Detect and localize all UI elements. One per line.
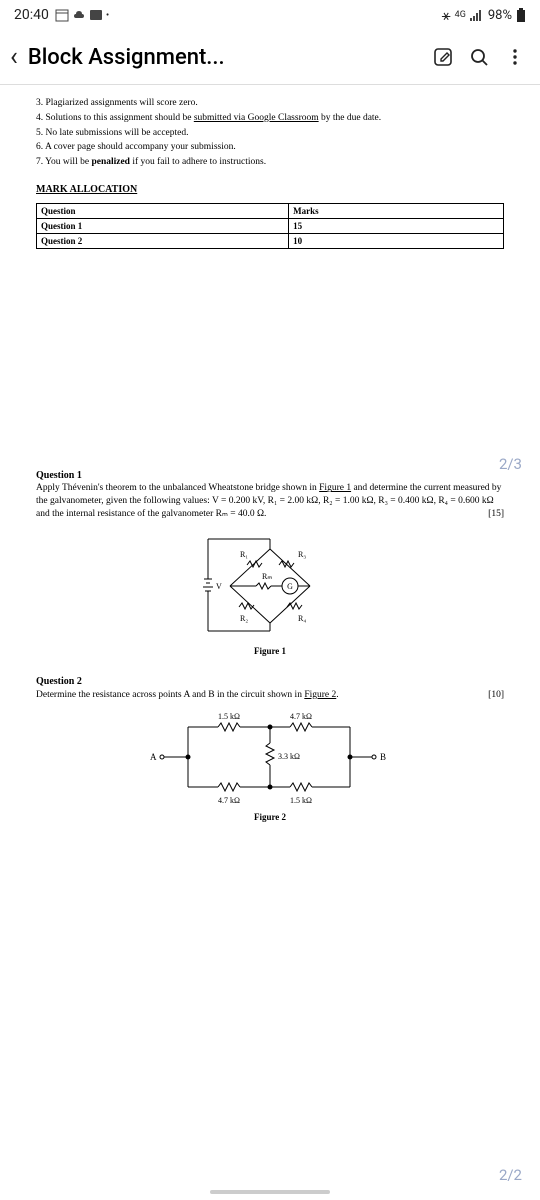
mark-table: Question Marks Question 1 15 Question 2 … (36, 203, 504, 249)
edit-icon[interactable] (432, 46, 458, 68)
instruction-list: 3. Plagiarized assignments will score ze… (36, 97, 504, 169)
network-label: 4G (455, 10, 466, 20)
status-right: ⚹ 4G 98% (442, 6, 526, 24)
status-left: 20:40 • (14, 7, 109, 23)
svg-text:R₃: R₃ (298, 550, 306, 559)
g-label: G (287, 582, 293, 591)
svg-text:4.7 kΩ: 4.7 kΩ (218, 796, 240, 805)
instr-text: 4. Solutions to this assignment should b… (36, 113, 194, 123)
table-cell: 10 (289, 233, 504, 248)
battery-icon (516, 8, 526, 22)
calendar-icon (55, 8, 69, 22)
q1-body: Apply Thévenin's theorem to the unbalanc… (36, 482, 504, 520)
document-content: 3. Plagiarized assignments will score ze… (0, 85, 540, 824)
svg-text:3.3 kΩ: 3.3 kΩ (278, 752, 300, 761)
instr-text: 6. A cover page should accompany your su… (36, 142, 236, 152)
page-title: Block Assignment... (28, 45, 422, 70)
list-item: 3. Plagiarized assignments will score ze… (36, 97, 504, 110)
svg-text:B: B (380, 752, 386, 762)
home-indicator[interactable] (210, 1190, 330, 1194)
table-cell: Question 2 (37, 233, 289, 248)
status-time: 20:40 (14, 7, 49, 23)
search-icon[interactable] (468, 46, 494, 68)
svg-text:A: A (150, 752, 157, 762)
q2-body: Determine the resistance across points A… (36, 689, 504, 702)
table-row: Question Marks (37, 203, 504, 218)
q2-marks: [10] (488, 689, 504, 702)
image-icon (89, 8, 103, 22)
q2-text: Determine the resistance across points A… (36, 690, 304, 700)
svg-text:V: V (216, 582, 222, 591)
instr-bold: penalized (91, 157, 130, 167)
fig2-caption: Figure 2 (36, 811, 504, 823)
table-cell: 15 (289, 218, 504, 233)
table-header: Question (37, 203, 289, 218)
app-bar: ‹ Block Assignment... (0, 30, 540, 84)
question-1: Question 1 Apply Thévenin's theorem to t… (36, 469, 504, 657)
dot-icon: • (106, 10, 109, 21)
q2-title: Question 2 (36, 675, 504, 689)
list-item: 7. You will be penalized if you fail to … (36, 156, 504, 169)
q2-text: . (336, 690, 338, 700)
svg-text:R₂: R₂ (240, 614, 248, 623)
table-header: Marks (289, 203, 504, 218)
signal-icon (470, 9, 484, 21)
q2-figref: Figure 2 (304, 690, 336, 700)
table-row: Question 2 10 (37, 233, 504, 248)
svg-text:R₁: R₁ (240, 550, 248, 559)
more-icon[interactable] (504, 46, 530, 68)
instr-text: by the due date. (319, 113, 382, 123)
status-bar: 20:40 • ⚹ 4G 98% (0, 0, 540, 30)
instr-text: 7. You will be (36, 157, 91, 167)
mark-allocation-title: MARK ALLOCATION (36, 183, 504, 197)
instr-text: if you fail to adhere to instructions. (130, 157, 266, 167)
q1-marks: [15] (488, 508, 504, 521)
list-item: 6. A cover page should accompany your su… (36, 141, 504, 154)
svg-text:1.5 kΩ: 1.5 kΩ (218, 712, 240, 721)
battery-label: 98% (488, 8, 512, 23)
page-indicator-bottom: 2/2 (499, 1166, 522, 1184)
instr-text: 5. No late submissions will be accepted. (36, 128, 189, 138)
figure-2: A (140, 707, 400, 807)
list-item: 4. Solutions to this assignment should b… (36, 112, 504, 125)
status-left-icons: • (55, 8, 109, 22)
instr-text: 3. Plagiarized assignments will score ze… (36, 98, 198, 108)
question-2: Question 2 Determine the resistance acro… (36, 675, 504, 823)
table-cell: Question 1 (37, 218, 289, 233)
instr-underline: submitted via Google Classroom (194, 113, 319, 123)
q1-figref: Figure 1 (319, 483, 351, 493)
page-indicator: 2/3 (499, 455, 522, 473)
svg-text:R₄: R₄ (298, 614, 306, 623)
cloud-icon (72, 8, 86, 22)
list-item: 5. No late submissions will be accepted. (36, 127, 504, 140)
bluetooth-icon: ⚹ (442, 6, 451, 24)
svg-text:4.7 kΩ: 4.7 kΩ (290, 712, 312, 721)
svg-text:Rₘ: Rₘ (262, 572, 272, 581)
q1-text: Apply Thévenin's theorem to the unbalanc… (36, 483, 319, 493)
figure-1: G R₁ R₃ R₂ R₄ Rₘ V (190, 531, 350, 641)
fig1-caption: Figure 1 (36, 645, 504, 657)
back-button[interactable]: ‹ (10, 42, 18, 72)
table-row: Question 1 15 (37, 218, 504, 233)
q1-title: Question 1 (36, 469, 504, 483)
svg-text:1.5 kΩ: 1.5 kΩ (290, 796, 312, 805)
